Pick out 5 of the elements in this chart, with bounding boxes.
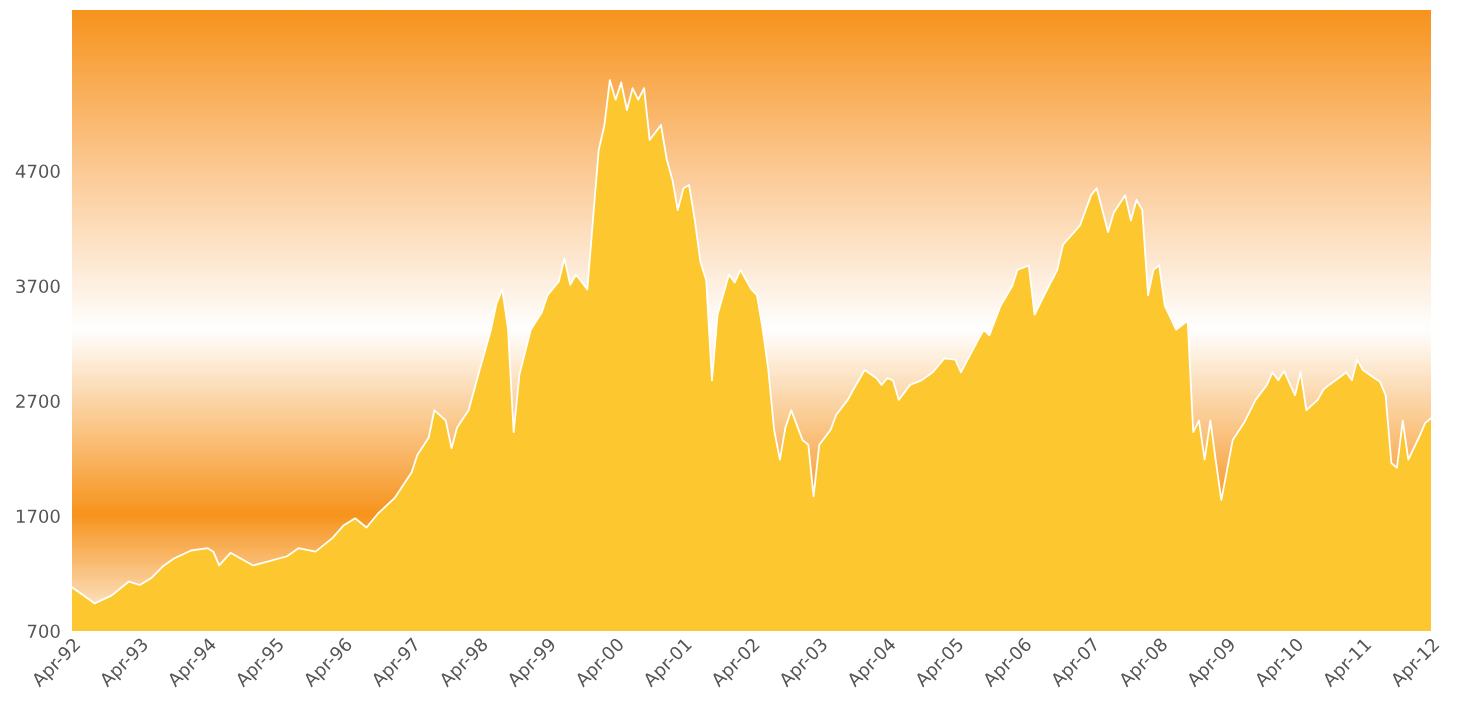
y-tick-label: 3700	[16, 279, 60, 294]
y-tick-label: 1700	[16, 509, 60, 524]
y-tick-label: 4700	[15, 164, 60, 179]
y-tick-label: 700	[27, 624, 60, 639]
y-tick-label: 2700	[16, 394, 60, 409]
